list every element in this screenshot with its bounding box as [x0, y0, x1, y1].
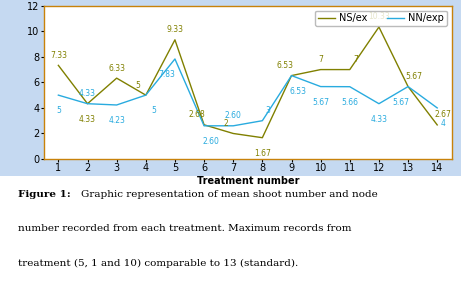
Text: 5: 5 [135, 81, 140, 89]
Text: 9.33: 9.33 [166, 25, 183, 34]
Text: 5.67: 5.67 [312, 98, 329, 107]
Text: 2.67: 2.67 [434, 110, 451, 119]
Text: 4: 4 [440, 119, 445, 128]
Text: Figure 1:: Figure 1: [18, 190, 71, 199]
Text: 3: 3 [266, 106, 270, 115]
Text: 5.67: 5.67 [405, 72, 422, 81]
Text: 5: 5 [152, 106, 157, 115]
Text: 7: 7 [353, 55, 358, 64]
Text: 7.33: 7.33 [50, 51, 67, 60]
Text: 6.53: 6.53 [276, 61, 293, 70]
Text: 7: 7 [318, 55, 323, 64]
Text: 6.33: 6.33 [108, 64, 125, 73]
Text: 5.67: 5.67 [393, 98, 410, 107]
Text: 2: 2 [224, 119, 229, 128]
Text: 7.83: 7.83 [158, 70, 175, 79]
Text: number recorded from each treatment. Maximum records from: number recorded from each treatment. Max… [18, 224, 352, 233]
Text: 10.33: 10.33 [368, 12, 390, 22]
Text: 2.60: 2.60 [202, 137, 219, 146]
Text: 5: 5 [56, 106, 61, 115]
Text: 4.23: 4.23 [108, 116, 125, 125]
Text: treatment (5, 1 and 10) comparable to 13 (standard).: treatment (5, 1 and 10) comparable to 13… [18, 258, 299, 268]
Text: 2.68: 2.68 [189, 110, 206, 119]
Text: 1.67: 1.67 [254, 149, 271, 158]
X-axis label: Treatment number: Treatment number [196, 176, 299, 186]
Text: 4.33: 4.33 [371, 115, 387, 124]
Text: 4.33: 4.33 [79, 89, 96, 98]
Legend: NS/ex, NN/exp: NS/ex, NN/exp [314, 11, 447, 26]
Text: 4.33: 4.33 [79, 115, 96, 124]
Text: 5.66: 5.66 [341, 98, 358, 107]
Text: 6.53: 6.53 [290, 87, 307, 96]
Text: 2.60: 2.60 [225, 111, 242, 120]
Text: Graphic representation of mean shoot number and node: Graphic representation of mean shoot num… [81, 190, 378, 199]
